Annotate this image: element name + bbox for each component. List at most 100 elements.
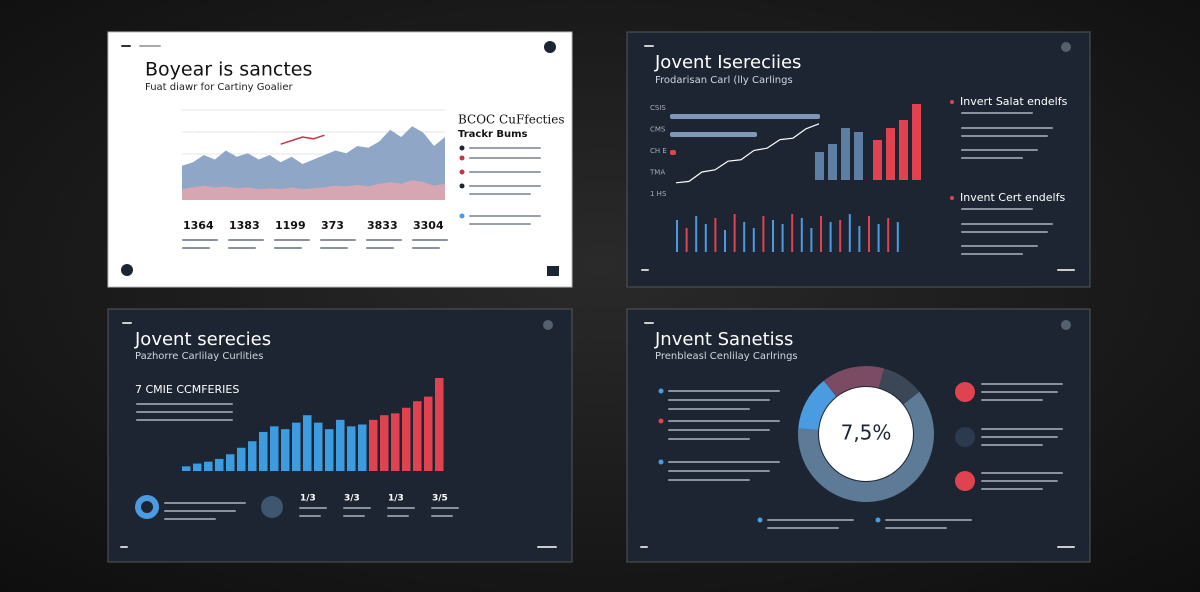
tick-bar bbox=[695, 216, 698, 252]
bar bbox=[413, 401, 422, 471]
icon bbox=[955, 382, 975, 402]
donut-hole bbox=[819, 387, 913, 481]
section-heading: 7 CMIE CCMFERIES bbox=[135, 383, 239, 396]
slide-title: Boyear is sanctes bbox=[145, 59, 312, 81]
tick-bar bbox=[733, 214, 736, 252]
tick-bar bbox=[791, 214, 794, 252]
tick-bar bbox=[676, 220, 678, 252]
icon bbox=[261, 496, 283, 518]
tick-bar bbox=[868, 216, 870, 252]
icon bbox=[544, 41, 556, 53]
stat-value: 1364 bbox=[183, 219, 214, 232]
tick-bar bbox=[810, 228, 813, 252]
bar bbox=[193, 463, 202, 471]
icon bbox=[121, 264, 133, 276]
bar bbox=[402, 407, 411, 471]
bar bbox=[886, 128, 895, 180]
slide-subtitle: Prenbleasl Cenlilay Carlrings bbox=[655, 351, 798, 362]
stat-value: 1/3 bbox=[388, 494, 404, 504]
icon bbox=[950, 196, 954, 200]
bar bbox=[314, 422, 323, 471]
slide-title: Jovent Isereciies bbox=[654, 52, 801, 73]
stat-value: 3/3 bbox=[344, 494, 360, 504]
bar bbox=[237, 447, 246, 471]
side-title: BCOC CuFfecties bbox=[458, 113, 564, 127]
bar bbox=[336, 419, 345, 471]
tick-bar bbox=[896, 222, 899, 252]
stat-value: 1/3 bbox=[300, 494, 316, 504]
donut-segment bbox=[798, 380, 837, 431]
bar bbox=[873, 140, 882, 180]
row-label: 1 HS bbox=[650, 190, 667, 198]
row-label: CSIS bbox=[650, 104, 666, 112]
icon bbox=[950, 100, 954, 104]
tick-bar bbox=[772, 220, 774, 252]
area bbox=[182, 126, 445, 200]
stat-value: 3304 bbox=[413, 219, 444, 232]
line bbox=[675, 123, 820, 184]
bar bbox=[215, 458, 224, 471]
icon bbox=[875, 517, 881, 523]
donut-segment bbox=[798, 391, 934, 502]
bar bbox=[226, 454, 235, 471]
stat-value: 1383 bbox=[229, 219, 260, 232]
bar bbox=[325, 429, 334, 471]
side-title: Invert Salat endelfs bbox=[960, 95, 1068, 108]
progress-bar bbox=[670, 150, 676, 155]
side-title: Invent Cert endelfs bbox=[960, 191, 1065, 204]
tick-bar bbox=[752, 228, 755, 252]
tick-bar bbox=[820, 216, 822, 252]
bar bbox=[841, 128, 850, 180]
bar bbox=[815, 152, 824, 180]
tick-bar bbox=[781, 224, 784, 252]
icon bbox=[459, 155, 465, 161]
row-label: CMS bbox=[650, 126, 666, 134]
bar bbox=[899, 120, 908, 180]
tick-bar bbox=[800, 218, 803, 252]
row-label: CH E bbox=[650, 147, 667, 155]
icon bbox=[955, 427, 975, 447]
icon bbox=[459, 213, 465, 219]
tick-bar bbox=[714, 218, 717, 252]
slide-title: Jnvent Sanetiss bbox=[654, 329, 793, 350]
icon bbox=[757, 517, 763, 523]
progress-bar bbox=[670, 114, 820, 119]
bar bbox=[204, 461, 213, 471]
stat-value: 1199 bbox=[275, 219, 306, 232]
icon bbox=[459, 145, 465, 151]
bar bbox=[424, 396, 433, 471]
icon bbox=[543, 320, 553, 330]
icon bbox=[547, 266, 559, 276]
bar bbox=[828, 144, 837, 180]
tick-bar bbox=[848, 214, 851, 252]
bar bbox=[435, 378, 444, 471]
row-label: TMA bbox=[649, 169, 665, 177]
tick-bar bbox=[877, 224, 880, 252]
stat-value: 373 bbox=[321, 219, 344, 232]
tick-bar bbox=[829, 222, 832, 252]
bar bbox=[391, 413, 400, 471]
bar bbox=[292, 422, 301, 471]
tick-bar bbox=[839, 220, 842, 252]
donut-center-label: 7,5% bbox=[841, 421, 892, 445]
tick-bar bbox=[685, 228, 688, 252]
tick-bar bbox=[743, 222, 746, 252]
decor bbox=[120, 41, 1075, 548]
icon bbox=[658, 459, 664, 465]
bar bbox=[854, 132, 863, 180]
tick-bar bbox=[858, 226, 861, 252]
icon bbox=[459, 169, 465, 175]
slide-subtitle: Frodarisan Carl (lly Carlings bbox=[655, 75, 793, 86]
slide-subtitle: Pazhorre Carlilay Curlities bbox=[135, 351, 263, 362]
marks bbox=[182, 104, 934, 502]
bar bbox=[303, 415, 312, 471]
bar bbox=[281, 429, 290, 471]
stat-value: 3833 bbox=[367, 219, 398, 232]
icon bbox=[1061, 42, 1071, 52]
line bbox=[280, 134, 325, 145]
bar bbox=[912, 104, 921, 180]
tick-bar bbox=[887, 218, 890, 252]
tick-bar bbox=[724, 230, 726, 252]
area bbox=[182, 180, 445, 200]
